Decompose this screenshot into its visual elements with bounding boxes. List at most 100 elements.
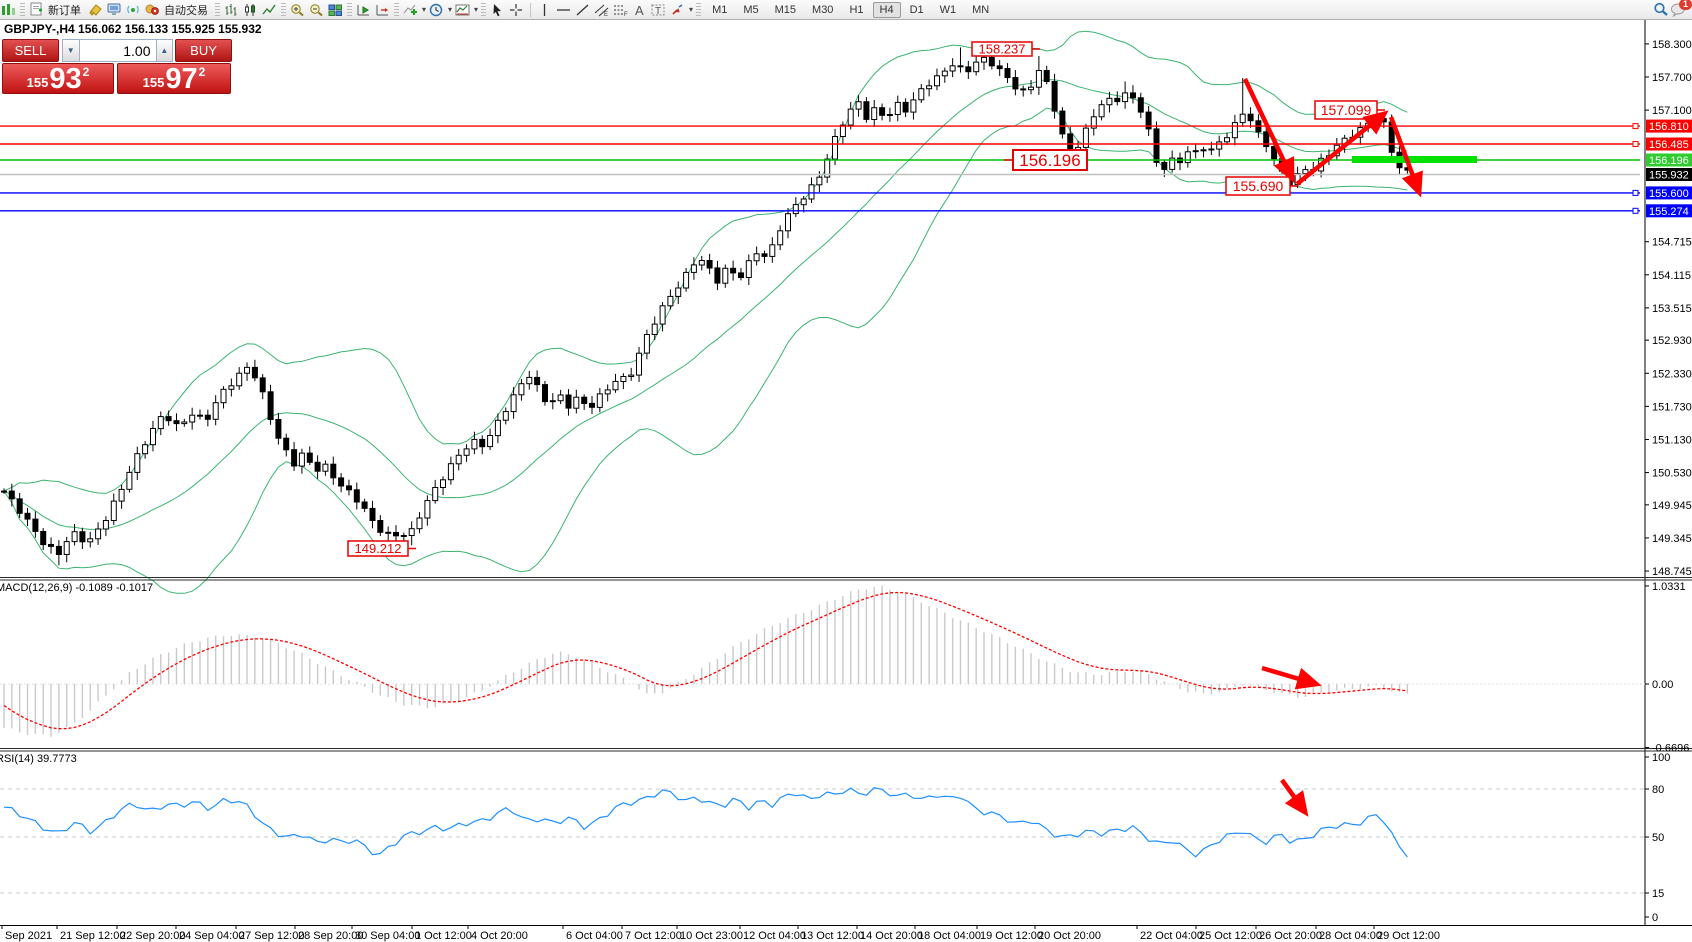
toolbar-grip[interactable] (347, 2, 352, 17)
toolbar-grip[interactable] (696, 2, 702, 17)
svg-text:152.930: 152.930 (1652, 335, 1692, 347)
periods-clock-icon[interactable] (428, 2, 445, 18)
svg-text:155.600: 155.600 (1649, 188, 1689, 200)
sell-price-display[interactable]: 155 93 2 (2, 63, 114, 94)
toolbar: 新订单 自动交易 (0, 0, 1692, 20)
zoom-in-icon[interactable] (289, 2, 306, 18)
arrows-caret[interactable]: ▾ (689, 5, 694, 14)
svg-text:28 Sep 20:00: 28 Sep 20:00 (298, 930, 363, 942)
svg-text:150.530: 150.530 (1652, 468, 1692, 480)
sell-price-prefix: 155 (26, 75, 49, 90)
fibonacci-tool-icon[interactable]: F (612, 2, 629, 18)
toolbar-grip[interactable] (281, 2, 286, 17)
buy-price-prefix: 155 (142, 75, 165, 90)
sell-button[interactable]: SELL (2, 39, 59, 62)
svg-text:1.0331: 1.0331 (1652, 581, 1686, 593)
svg-text:4 Oct 20:00: 4 Oct 20:00 (471, 930, 528, 942)
templates-icon[interactable] (454, 2, 471, 18)
arrows-tool-icon[interactable] (669, 2, 686, 18)
text-label-tool-icon[interactable]: T (650, 2, 667, 18)
crosshair-icon[interactable] (508, 2, 525, 18)
new-order-label[interactable]: 新订单 (48, 4, 81, 17)
timeframe-mn[interactable]: MN (972, 3, 990, 16)
timeframe-m5[interactable]: M5 (743, 3, 759, 16)
toolbar-grip[interactable] (394, 2, 399, 17)
notifications-icon[interactable]: 1 (1669, 0, 1692, 18)
price-axis: 158.300 157.700 157.100 154.715 154.115 153.5… (1645, 39, 1692, 578)
publisher-icon[interactable] (106, 2, 123, 18)
search-icon[interactable] (1652, 2, 1669, 18)
zoom-out-icon[interactable] (308, 2, 325, 18)
toolbar-grip[interactable] (20, 2, 25, 17)
line-chart-mode-icon[interactable] (261, 2, 278, 18)
channel-tool-icon[interactable]: E (593, 2, 610, 18)
svg-text:154.115: 154.115 (1652, 270, 1691, 282)
timeframe-m30[interactable]: M30 (812, 3, 834, 16)
auto-scroll-icon[interactable] (355, 2, 372, 18)
bar-chart-mode-icon[interactable] (223, 2, 240, 18)
volume-input[interactable] (79, 39, 156, 62)
text-tool-icon[interactable]: A (631, 2, 648, 18)
periods-caret[interactable]: ▾ (448, 5, 453, 14)
price-level-lines: 156.810 156.485 156.196 155.932 155.600 155.2… (0, 119, 1692, 218)
toolbar-grip[interactable] (481, 2, 487, 17)
timeframe-switcher: M1 M5 M15 M30 H1 H4 D1 W1 MN (704, 1, 997, 18)
timeframe-m15[interactable]: M15 (774, 3, 797, 16)
timeframe-h4[interactable]: H4 (872, 1, 901, 18)
timeframe-d1[interactable]: D1 (909, 3, 924, 16)
svg-text:155.690: 155.690 (1233, 178, 1284, 194)
buy-price-display[interactable]: 155 97 2 (117, 63, 231, 94)
indicators-icon[interactable] (402, 2, 419, 18)
svg-text:25 Oct 12:00: 25 Oct 12:00 (1199, 930, 1262, 942)
autotrading-icon[interactable] (144, 2, 161, 18)
svg-text:100: 100 (1652, 752, 1670, 764)
svg-text:157.700: 157.700 (1652, 72, 1692, 84)
timeframe-w1[interactable]: W1 (939, 3, 957, 16)
svg-text:15: 15 (1652, 888, 1664, 900)
templates-caret[interactable]: ▾ (474, 5, 479, 14)
timeframe-h1[interactable]: H1 (849, 3, 864, 16)
svg-text:10 Oct 23:00: 10 Oct 23:00 (680, 930, 743, 942)
svg-text:151.130: 151.130 (1652, 434, 1692, 446)
svg-text:E: E (604, 12, 608, 17)
svg-text:149.345: 149.345 (1652, 533, 1692, 545)
signal-icon[interactable] (125, 2, 142, 18)
volume-increase-button[interactable]: ▲ (155, 39, 174, 62)
volume-decrease-button[interactable]: ▼ (61, 39, 80, 62)
sell-price-big: 93 (49, 63, 82, 95)
svg-text:14 Oct 20:00: 14 Oct 20:00 (860, 930, 923, 942)
rsi-panel: 100 80 50 15 0 RSI(14) 39.7773 (0, 752, 1670, 924)
svg-text:30 Sep 04:00: 30 Sep 04:00 (355, 930, 420, 942)
candlestick-mode-icon[interactable] (242, 2, 259, 18)
trendline-tool-icon[interactable] (574, 2, 591, 18)
toolbar-grip[interactable] (215, 2, 220, 17)
tile-windows-icon[interactable] (327, 2, 344, 18)
chart-shift-icon[interactable] (374, 2, 391, 18)
svg-text:6 Oct 04:00: 6 Oct 04:00 (566, 930, 623, 942)
indicators-caret[interactable]: ▾ (422, 5, 427, 14)
toolbar-separator (530, 2, 532, 17)
eraser-icon[interactable] (87, 2, 104, 18)
timeframe-m1[interactable]: M1 (712, 3, 728, 16)
buy-button[interactable]: BUY (175, 39, 232, 62)
window-chart-icon (0, 2, 17, 18)
notification-count-badge: 1 (1678, 0, 1692, 10)
autotrading-label[interactable]: 自动交易 (164, 4, 208, 17)
svg-text:152.330: 152.330 (1652, 368, 1692, 380)
svg-text:13 Oct 12:00: 13 Oct 12:00 (801, 930, 864, 942)
candlesticks (1, 47, 1411, 566)
new-order-icon[interactable] (28, 2, 45, 18)
highlight-level-bar (1352, 156, 1477, 163)
vertical-line-tool-icon[interactable] (536, 2, 553, 18)
svg-text:1 Oct 12:00: 1 Oct 12:00 (415, 930, 472, 942)
svg-text:Sep 2021: Sep 2021 (5, 930, 52, 942)
svg-text:156.196: 156.196 (1649, 155, 1689, 167)
panel-frames (0, 19, 1692, 926)
horizontal-line-tool-icon[interactable] (555, 2, 572, 18)
svg-text:149.945: 149.945 (1652, 500, 1692, 512)
cursor-icon[interactable] (489, 2, 506, 18)
svg-text:T: T (655, 6, 661, 17)
